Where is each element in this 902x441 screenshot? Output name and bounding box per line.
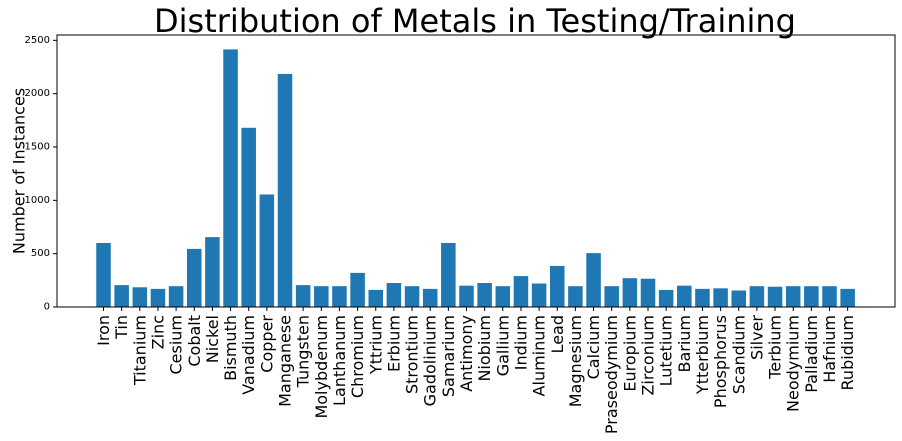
x-tick-label-lead: Lead — [548, 315, 567, 353]
bar-zirconium — [640, 278, 656, 307]
bar-zinc — [150, 288, 166, 307]
bar-phosphorus — [713, 288, 728, 307]
bar-samarium — [441, 243, 456, 307]
x-tick-label-cesium: Cesium — [167, 315, 186, 375]
bar-iron — [96, 243, 111, 307]
y-tick-label: 1500 — [25, 142, 50, 153]
bar-praseodymium — [604, 286, 619, 307]
bar-nickel — [205, 237, 220, 307]
x-tick-label-palladium: Palladium — [802, 315, 821, 393]
bar-tin — [114, 285, 129, 307]
bar-europium — [622, 278, 638, 307]
x-tick-label-scandium: Scandium — [729, 315, 748, 394]
y-tick-label: 500 — [31, 248, 50, 259]
x-tick-label-lutetium: Lutetium — [657, 315, 676, 386]
bar-calcium — [586, 253, 601, 307]
bar-tungsten — [295, 285, 311, 307]
x-tick-label-samarium: Samarium — [439, 315, 458, 397]
bar-lutetium — [658, 289, 674, 307]
x-tick-label-iron: Iron — [94, 315, 113, 346]
bar-barium — [677, 285, 692, 307]
x-tick-label-cobalt: Cobalt — [185, 315, 204, 367]
bar-terbium — [767, 286, 783, 307]
bar-titanium — [132, 287, 148, 307]
bar-vanadium — [241, 127, 256, 307]
bar-antimony — [459, 285, 474, 307]
x-tick-label-praseodymium: Praseodymium — [602, 315, 621, 434]
bar-palladium — [804, 286, 819, 307]
x-tick-label-manganese: Manganese — [276, 315, 295, 407]
bar-strontium — [404, 286, 420, 307]
x-tick-label-gadolinium: Gadolinium — [421, 315, 440, 406]
x-tick-label-indium: Indium — [511, 315, 530, 370]
bar-hafnium — [822, 286, 837, 307]
bar-silver — [749, 286, 765, 307]
x-tick-label-rubidium: Rubidium — [838, 315, 857, 390]
bar-scandium — [731, 290, 747, 307]
x-tick-label-tungsten: Tungsten — [294, 315, 313, 388]
y-tick-label: 1000 — [25, 195, 50, 206]
bar-gallium — [495, 286, 511, 307]
x-tick-label-gallium: Gallium — [493, 315, 512, 376]
x-tick-label-strontium: Strontium — [403, 315, 422, 394]
x-tick-label-zinc: Zinc — [148, 315, 167, 349]
x-tick-label-zirconium: Zirconium — [639, 315, 658, 396]
bar-copper — [259, 194, 275, 307]
x-tick-label-tin: Tin — [112, 315, 131, 340]
x-tick-label-phosphorus: Phosphorus — [711, 315, 730, 408]
bar-rubidium — [840, 288, 855, 307]
bars-group — [96, 49, 855, 308]
bar-neodymium — [785, 286, 801, 307]
bar-erbium — [386, 283, 402, 307]
bar-lead — [549, 265, 565, 307]
x-tick-label-chromium: Chromium — [348, 315, 367, 398]
y-tick-label: 2000 — [25, 88, 50, 99]
x-tick-label-nickel: Nickel — [203, 315, 222, 363]
bar-niobium — [477, 283, 492, 307]
y-axis-ticks: 0 500 1000 1500 2000 2500 — [25, 35, 57, 313]
bar-molybdenum — [314, 286, 329, 307]
x-tick-label-molybdenum: Molybdenum — [312, 315, 331, 419]
bar-cesium — [168, 286, 184, 307]
x-tick-label-aluminum: Aluminum — [530, 315, 549, 396]
bar-yttrium — [368, 289, 384, 307]
x-tick-label-niobium: Niobium — [475, 315, 494, 382]
bar-aluminum — [531, 283, 547, 307]
x-tick-label-ytterbium: Ytterbium — [693, 315, 712, 395]
x-tick-label-copper: Copper — [257, 315, 276, 373]
plot-frame — [56, 34, 896, 308]
bar-manganese — [277, 73, 293, 308]
x-tick-label-titanium: Titanium — [130, 315, 149, 386]
y-axis-label: Number of Instances — [10, 88, 29, 254]
x-tick-label-vanadium: Vanadium — [239, 315, 258, 395]
chart-title: Distribution of Metals in Testing/Traini… — [154, 2, 796, 40]
x-axis-ticks: Iron Tin Titanium Zinc Cesium Cobalt Nickel Bis… — [94, 307, 857, 434]
bar-gadolinium — [422, 288, 438, 307]
bar-ytterbium — [695, 288, 710, 307]
x-tick-label-bismuth: Bismuth — [221, 315, 240, 381]
x-tick-label-silver: Silver — [747, 315, 766, 360]
x-tick-label-lanthanum: Lanthanum — [330, 315, 349, 406]
y-tick-label: 2500 — [25, 35, 50, 46]
x-tick-label-antimony: Antimony — [457, 315, 476, 392]
y-tick-label: 0 — [44, 302, 50, 313]
bar-cobalt — [186, 248, 202, 307]
x-tick-label-europium: Europium — [620, 315, 639, 392]
x-tick-label-barium: Barium — [675, 315, 694, 373]
x-tick-label-hafnium: Hafnium — [820, 315, 839, 383]
bar-indium — [513, 276, 529, 307]
bar-chromium — [350, 272, 365, 307]
x-tick-label-calcium: Calcium — [584, 315, 603, 379]
bar-bismuth — [223, 49, 238, 308]
x-tick-label-terbium: Terbium — [766, 315, 785, 380]
bar-magnesium — [568, 286, 583, 307]
x-tick-label-yttrium: Yttrium — [366, 315, 385, 375]
x-tick-label-magnesium: Magnesium — [566, 315, 585, 407]
bar-lanthanum — [332, 286, 347, 307]
x-tick-label-erbium: Erbium — [384, 315, 403, 372]
x-tick-label-neodymium: Neodymium — [784, 315, 803, 412]
